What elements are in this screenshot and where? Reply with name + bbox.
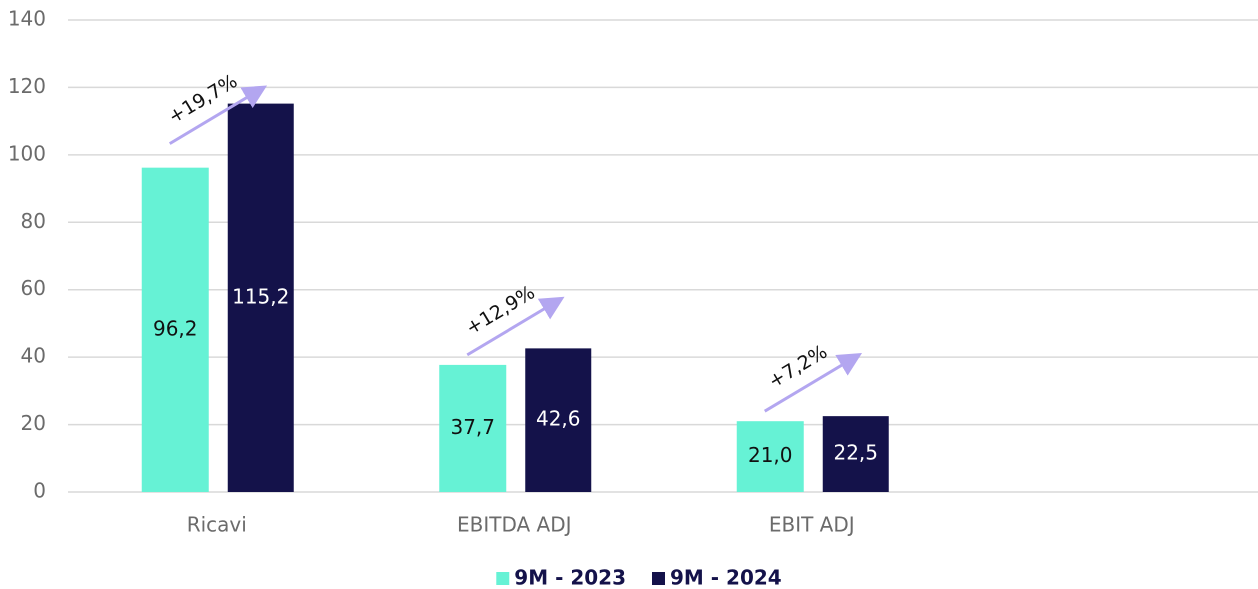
legend-label: 9M - 2024 [670, 566, 782, 589]
y-tick-label: 0 [33, 479, 46, 503]
bar [822, 416, 889, 492]
legend-label: 9M - 2023 [514, 566, 626, 589]
legend-swatch [652, 572, 665, 585]
data-label: 42,6 [536, 407, 581, 431]
y-tick-label: 40 [21, 344, 46, 368]
bar [141, 167, 209, 492]
data-label: 96,2 [153, 316, 198, 340]
growth-arrow [466, 296, 565, 357]
bar [736, 421, 804, 492]
y-tick-label: 100 [8, 141, 46, 165]
growth-arrow [168, 85, 268, 145]
bar [525, 348, 592, 492]
y-tick-label: 120 [8, 74, 46, 98]
data-label: 37,7 [450, 415, 495, 439]
data-label: 115,2 [232, 284, 289, 308]
growth-label: +7,2% [765, 341, 831, 393]
data-label: 21,0 [748, 443, 793, 467]
bar [227, 103, 294, 493]
legend-swatch [496, 572, 510, 585]
legend: 9M - 2023 9M - 2024 [496, 566, 782, 589]
y-tick-label: 60 [21, 276, 46, 300]
y-tick-label: 20 [21, 411, 46, 435]
growth-arrow [763, 353, 863, 413]
x-tick-label: EBITDA ADJ [457, 513, 572, 537]
x-tick-label: EBIT ADJ [769, 513, 855, 537]
x-tick-label: Ricavi [187, 513, 247, 537]
y-tick-label: 140 [8, 7, 46, 31]
bar [439, 364, 507, 492]
data-label: 22,5 [833, 441, 878, 465]
y-tick-label: 80 [21, 209, 46, 233]
